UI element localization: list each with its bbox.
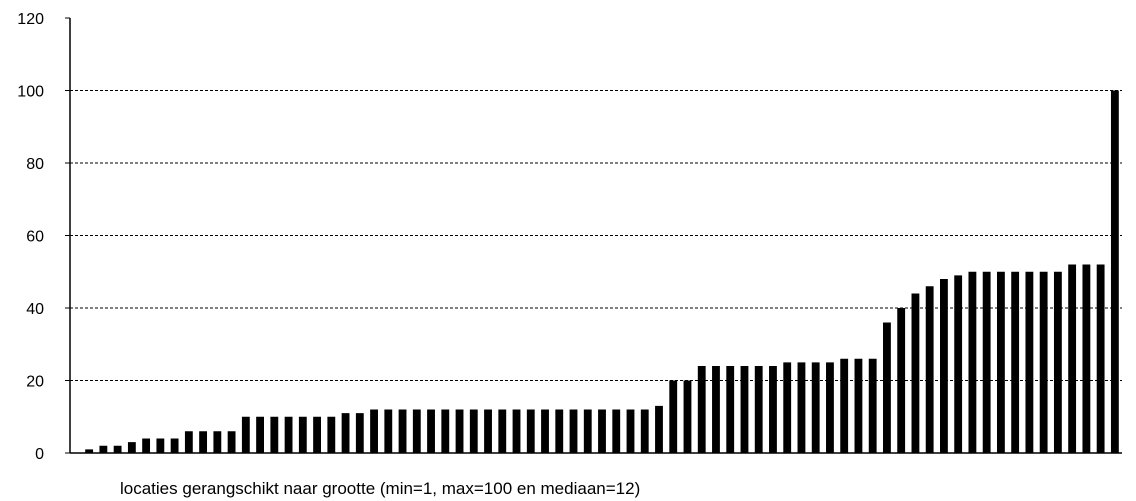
bar (99, 445, 108, 453)
bar (384, 409, 393, 453)
bar (541, 409, 549, 453)
bar (883, 322, 891, 453)
x-axis-title: locaties gerangschikt naar grootte (min=… (120, 479, 640, 498)
bar (640, 409, 649, 453)
bar (911, 293, 920, 453)
bar (626, 409, 635, 453)
y-tick-label: 100 (17, 84, 44, 101)
bar (726, 366, 735, 453)
bar (526, 409, 535, 453)
bar (954, 275, 963, 454)
bar (199, 431, 208, 453)
bar (455, 409, 464, 453)
bar (313, 416, 321, 453)
bar (996, 271, 1005, 453)
bar (655, 405, 663, 454)
bar (982, 271, 991, 453)
bar (811, 362, 820, 454)
bar (85, 449, 94, 454)
bar (754, 366, 763, 453)
bar (512, 409, 521, 453)
axes: 0 20 40 60 80 100 120 (17, 11, 1122, 463)
bar (370, 409, 378, 453)
bar (270, 416, 279, 453)
y-tick-label: 20 (26, 374, 44, 391)
bar (284, 416, 293, 453)
bar (840, 358, 849, 453)
bar (1011, 271, 1020, 453)
bar (484, 409, 492, 453)
bar (142, 438, 151, 453)
bar (769, 366, 777, 453)
bar (1096, 264, 1105, 453)
bar (669, 380, 678, 453)
bar (598, 409, 606, 453)
bar (868, 358, 877, 453)
bar (1110, 90, 1119, 453)
y-tick-label: 60 (26, 229, 44, 246)
bars (85, 90, 1119, 454)
bar (968, 271, 977, 453)
bar (583, 409, 592, 453)
bar (1025, 271, 1034, 453)
bar (1082, 264, 1091, 453)
bar (683, 380, 692, 453)
bar (940, 279, 948, 453)
bar (555, 409, 564, 453)
bar (712, 366, 720, 453)
y-tick-label: 120 (17, 11, 44, 28)
bar (227, 431, 236, 453)
bar (213, 431, 222, 453)
bar (170, 438, 179, 453)
bar (897, 308, 906, 453)
bar (256, 416, 264, 453)
bar (412, 409, 421, 453)
bar (569, 409, 578, 453)
bar (740, 366, 749, 453)
bar (327, 416, 336, 453)
bar (925, 286, 934, 453)
bar (783, 362, 792, 454)
bar (113, 445, 122, 453)
bar (612, 409, 621, 453)
bar (826, 362, 834, 454)
bar (355, 413, 364, 454)
bar (697, 366, 706, 453)
bar (1039, 271, 1048, 453)
bar (341, 413, 350, 454)
bar (127, 442, 136, 454)
bar (427, 409, 435, 453)
bar (469, 409, 478, 453)
bar (854, 358, 863, 453)
bar (298, 416, 307, 453)
y-tick-label: 80 (26, 156, 44, 173)
y-tick-label: 0 (35, 446, 44, 463)
bar (1053, 271, 1062, 453)
bar (156, 438, 165, 453)
bar (441, 409, 450, 453)
bar (1068, 264, 1077, 453)
bar (184, 431, 193, 453)
bar (398, 409, 407, 453)
bar (498, 409, 507, 453)
bar (797, 362, 806, 454)
y-tick-label: 40 (26, 301, 44, 318)
bar (241, 416, 250, 453)
gridlines (70, 90, 1122, 381)
